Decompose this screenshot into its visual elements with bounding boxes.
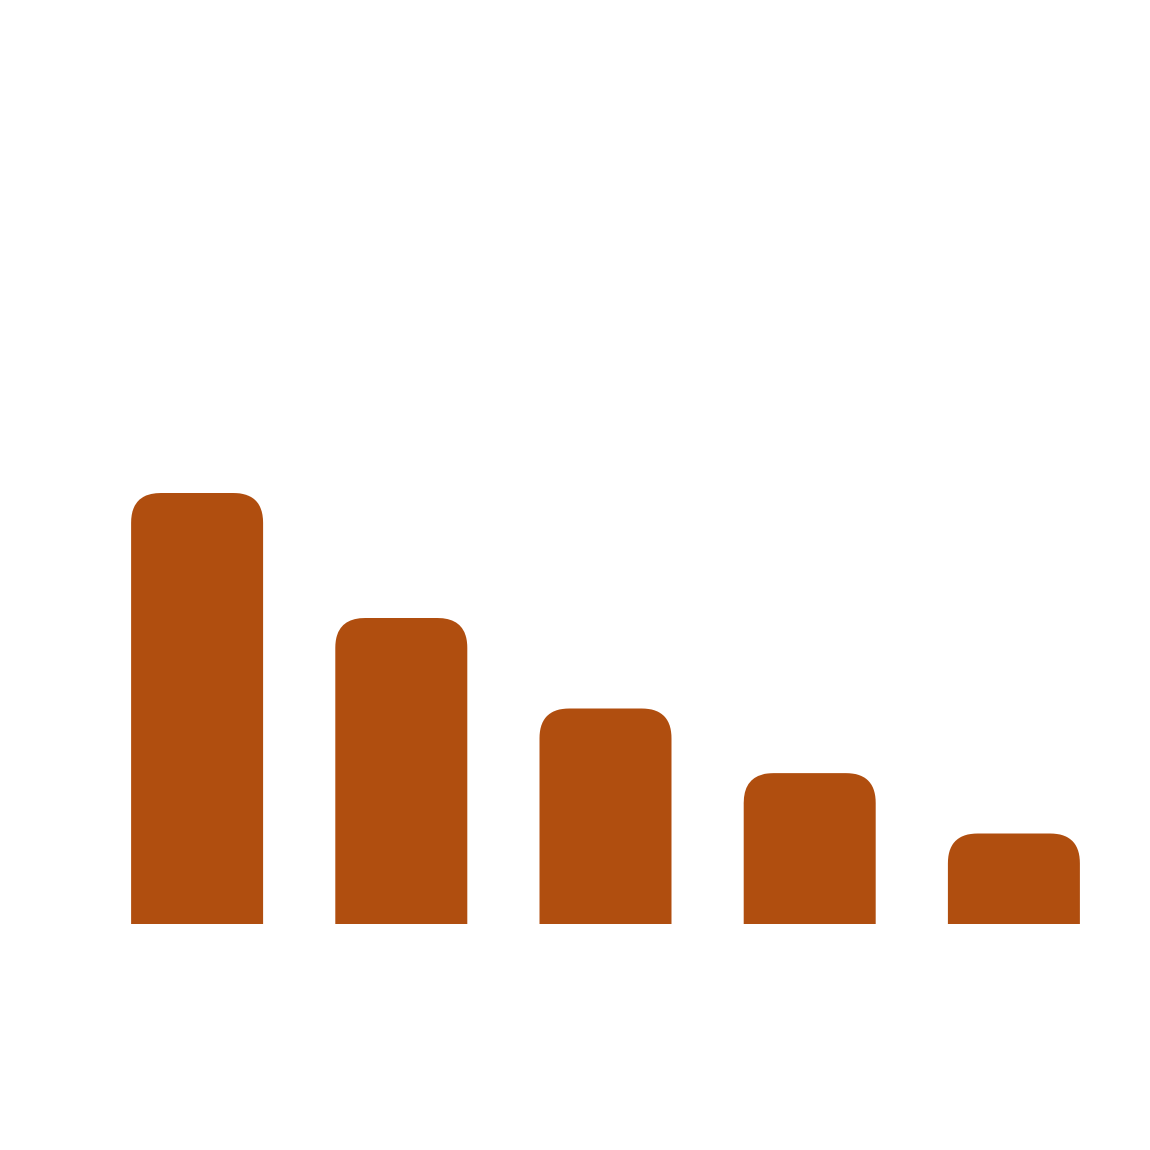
bar	[335, 617, 468, 924]
bar	[743, 773, 876, 924]
bar	[947, 833, 1080, 924]
bar	[539, 708, 672, 924]
bar	[131, 493, 264, 924]
